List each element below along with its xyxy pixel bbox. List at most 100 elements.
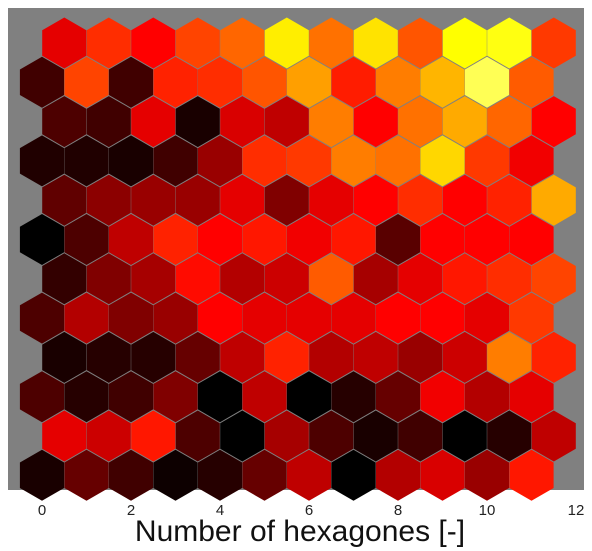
hex-cell — [375, 292, 421, 344]
hex-cell — [331, 292, 376, 344]
hex-cell — [309, 410, 354, 462]
hex-cell — [375, 56, 421, 108]
hex-cell — [175, 253, 220, 305]
hex-cell — [197, 214, 243, 265]
hex-cell — [487, 410, 532, 462]
hex-cell — [442, 174, 487, 226]
hex-cell — [153, 56, 198, 108]
hex-cell — [487, 331, 532, 383]
hex-cell — [175, 331, 220, 383]
x-tick-label: 8 — [394, 502, 402, 519]
hex-cell — [286, 135, 332, 187]
hex-cell — [242, 56, 287, 108]
hex-cell — [197, 56, 243, 108]
hex-cell — [353, 331, 398, 383]
hex-cell — [464, 449, 510, 501]
hex-cell — [442, 331, 487, 383]
hex-cell — [286, 56, 332, 108]
hex-cell — [131, 174, 176, 226]
hex-cell — [153, 449, 198, 501]
hex-cell — [464, 292, 510, 344]
hex-cell — [442, 17, 487, 69]
hex-cell — [331, 371, 376, 423]
x-tick-label: 12 — [568, 502, 585, 519]
hex-cell — [509, 449, 554, 501]
hex-cell — [375, 449, 421, 501]
hex-cell — [64, 371, 109, 423]
x-tick-label: 6 — [305, 502, 313, 519]
hex-cell — [42, 331, 87, 383]
hex-cell — [242, 292, 287, 344]
hex-cell — [353, 96, 398, 148]
hex-cell — [398, 96, 443, 148]
hex-cell — [487, 17, 532, 69]
hex-cell — [86, 253, 131, 305]
hex-cell — [531, 331, 576, 383]
hex-cell — [509, 292, 554, 344]
hex-cell — [220, 253, 265, 305]
hex-cell — [375, 214, 421, 265]
hex-cell — [531, 17, 576, 69]
hex-cell — [64, 56, 109, 108]
hex-cell — [264, 253, 309, 305]
hex-cell — [353, 17, 398, 69]
hex-cell — [220, 174, 265, 226]
hex-cell — [375, 135, 421, 187]
hex-cell — [175, 410, 220, 462]
hex-cell — [220, 96, 265, 148]
hex-cell — [242, 135, 287, 187]
hex-cell — [86, 174, 131, 226]
hex-cell — [509, 214, 554, 265]
x-tick-label: 0 — [38, 502, 46, 519]
hex-cell — [464, 56, 510, 108]
hex-cell — [420, 214, 465, 265]
x-axis-label: Number of hexagones [-] — [135, 515, 465, 548]
hex-cell — [420, 135, 465, 187]
hex-cell — [153, 214, 198, 265]
hex-cell — [197, 371, 243, 423]
hex-cell — [131, 17, 176, 69]
hex-cell — [420, 56, 465, 108]
hex-cell — [309, 17, 354, 69]
hex-cell — [531, 174, 576, 226]
hexagon-cells — [19, 17, 576, 501]
hex-cell — [509, 56, 554, 108]
hex-cell — [153, 292, 198, 344]
hex-cell — [353, 410, 398, 462]
hex-cell — [286, 371, 332, 423]
hex-cell — [286, 214, 332, 265]
hex-cell — [42, 17, 87, 69]
hex-cell — [197, 449, 243, 501]
hex-cell — [331, 214, 376, 265]
hex-cell — [375, 371, 421, 423]
hex-cell — [420, 449, 465, 501]
hex-cell — [42, 253, 87, 305]
hex-cell — [86, 410, 131, 462]
hex-cell — [487, 253, 532, 305]
hex-cell — [19, 214, 65, 265]
hex-cell — [309, 96, 354, 148]
hex-cell — [309, 253, 354, 305]
hex-cell — [331, 449, 376, 501]
hex-cell — [398, 174, 443, 226]
hex-cell — [64, 214, 109, 265]
hex-cell — [509, 371, 554, 423]
x-tick-label: 2 — [127, 502, 135, 519]
hex-cell — [464, 135, 510, 187]
hex-cell — [242, 371, 287, 423]
hex-cell — [531, 410, 576, 462]
hex-cell — [131, 410, 176, 462]
hex-cell — [108, 135, 154, 187]
hex-cell — [131, 331, 176, 383]
hex-cell — [442, 253, 487, 305]
hex-cell — [108, 449, 154, 501]
hex-cell — [487, 174, 532, 226]
hex-cell — [420, 371, 465, 423]
hex-cell — [108, 371, 154, 423]
hex-cell — [442, 410, 487, 462]
hex-cell — [64, 449, 109, 501]
hex-cell — [42, 410, 87, 462]
x-tick-label: 4 — [216, 502, 224, 519]
hex-cell — [398, 331, 443, 383]
